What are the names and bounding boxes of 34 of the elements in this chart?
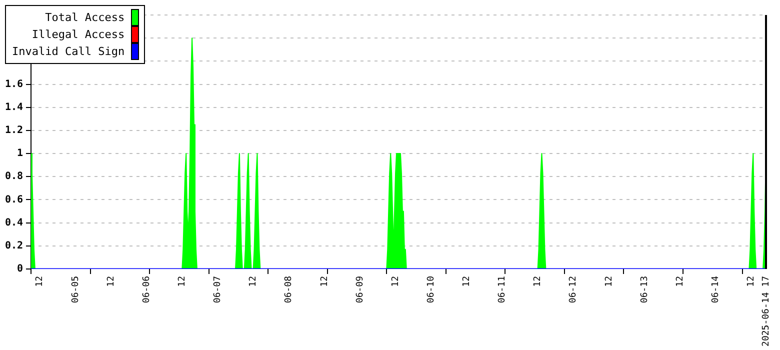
x-tick-label: 12	[675, 276, 686, 287]
x-tick-label: 06-08	[284, 276, 294, 304]
x-tick-label: 12	[746, 276, 757, 287]
x-tick-label: 06-13	[640, 276, 650, 304]
x-tick-label: 06-07	[213, 276, 224, 304]
y-tick-label: 0.6	[4, 194, 23, 206]
x-tick-label: 06-14	[710, 276, 721, 304]
x-tick-label: 12	[177, 276, 188, 287]
y-tick-label: 0.8	[4, 171, 23, 182]
x-tick-label: 06-05	[70, 276, 81, 304]
x-tick-label: 12	[106, 276, 116, 287]
x-tick-label: 12	[533, 276, 544, 287]
y-tick-label: 0	[16, 264, 23, 275]
x-tick-label: 12	[248, 276, 259, 287]
y-tick-label: 1	[16, 148, 23, 160]
x-tick-label: 06-10	[426, 276, 436, 304]
y-tick-label: 1.2	[4, 125, 23, 136]
y-tick-label: 1.4	[4, 102, 23, 113]
x-tick-label: 06-06	[142, 276, 152, 304]
y-tick-label: 0.4	[4, 217, 23, 228]
x-tick-label: 12	[604, 276, 614, 287]
x-tick-label: 12	[390, 276, 401, 287]
x-tick-label: 12	[35, 276, 46, 287]
x-tick-label: 06-11	[498, 276, 508, 304]
legend-label: Illegal Access	[32, 28, 125, 41]
y-tick-label: 0.2	[4, 240, 23, 252]
x-tick-label: 12	[462, 276, 472, 287]
legend-label: Total Access	[45, 11, 125, 24]
x-tick-label: 12	[320, 276, 330, 287]
y-tick-label: 1.6	[4, 78, 23, 90]
x-tick-label: 06-12	[568, 276, 579, 304]
legend-label: Invalid Call Sign	[12, 45, 125, 58]
x-tick-label: 2025-06-14 17	[761, 276, 772, 346]
x-tick-label: 06-09	[355, 276, 366, 304]
